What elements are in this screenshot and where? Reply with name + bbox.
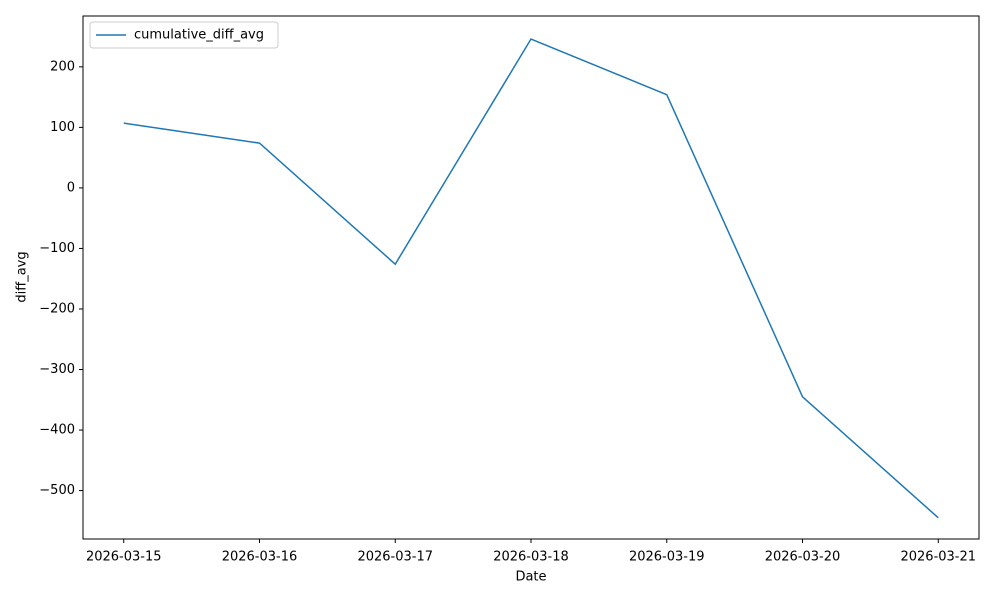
y-tick-label: −200	[39, 301, 75, 316]
plot-frame	[82, 15, 980, 540]
x-tick-label: 2026-03-20	[765, 550, 841, 565]
y-tick-label: 200	[50, 59, 75, 74]
y-tick-label: −100	[39, 241, 75, 256]
legend-label: cumulative_diff_avg	[134, 28, 264, 43]
y-tick-label: 0	[67, 180, 75, 195]
legend-box	[89, 21, 279, 49]
y-axis-label: diff_avg	[15, 251, 30, 302]
x-tick-label: 2026-03-15	[86, 550, 162, 565]
x-tick-label: 2026-03-21	[900, 550, 976, 565]
y-tick-label: −500	[39, 483, 75, 498]
x-axis-label: Date	[515, 570, 546, 585]
x-tick-label: 2026-03-16	[222, 550, 298, 565]
y-tick-label: −400	[39, 423, 75, 438]
y-tick-label: 100	[50, 120, 75, 135]
y-tick-label: −300	[39, 362, 75, 377]
x-tick-label: 2026-03-18	[493, 550, 569, 565]
data-line	[123, 38, 939, 519]
x-tick-label: 2026-03-17	[357, 550, 433, 565]
x-tick-label: 2026-03-19	[629, 550, 705, 565]
